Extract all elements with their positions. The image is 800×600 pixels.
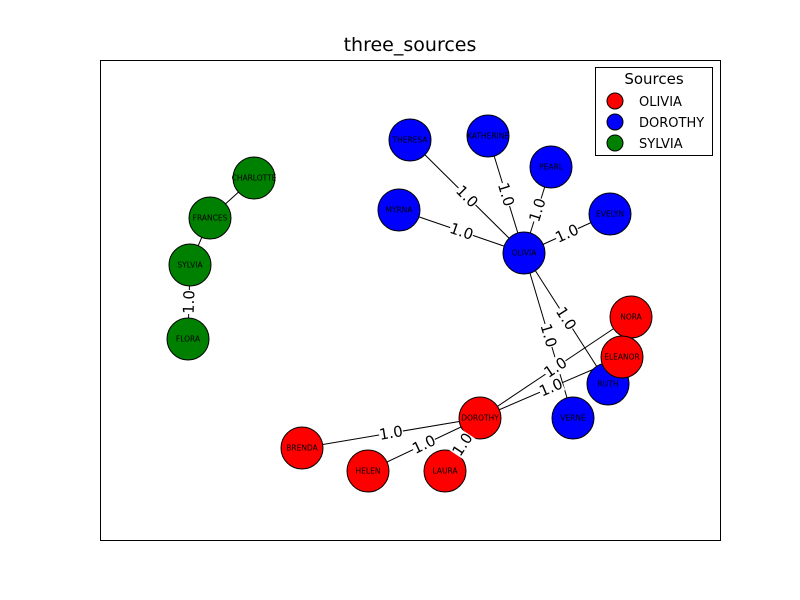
node-pearl: PEARL xyxy=(529,145,573,189)
node-circle xyxy=(600,335,644,379)
node-circle xyxy=(588,192,632,236)
edge-label-background xyxy=(552,303,581,333)
node-label: LAURA xyxy=(432,467,458,476)
edge-label-background xyxy=(448,429,476,459)
legend-marker xyxy=(606,92,624,110)
node-brenda: BRENDA xyxy=(280,426,324,470)
node-circle xyxy=(502,231,546,275)
node-circle xyxy=(458,396,502,440)
node-label: OLIVIA xyxy=(512,249,538,258)
node-label: FLORA xyxy=(176,335,201,344)
node-label: RUTH xyxy=(598,380,619,389)
node-label: MYRNA xyxy=(385,206,413,215)
legend-title: Sources xyxy=(624,70,684,88)
node-sylvia: SYLVIA xyxy=(168,243,212,287)
node-dorothy: DOROTHY xyxy=(458,396,502,440)
node-label: KATHERINE xyxy=(467,132,509,141)
edge-label-background xyxy=(552,220,582,246)
edge-label-myrna-olivia: 1.0 xyxy=(447,219,476,244)
node-label: PEARL xyxy=(539,163,564,172)
node-label: DOROTHY xyxy=(461,414,499,423)
node-label: CHARLOTTE xyxy=(232,174,277,183)
node-eleanor: ELEANOR xyxy=(600,335,644,379)
edge-label-dorothy-brenda: 1.0 xyxy=(377,422,405,444)
node-circle xyxy=(232,156,276,200)
edge-label-text: 1.0 xyxy=(378,422,405,444)
node-charlotte: CHARLOTTE xyxy=(232,156,277,200)
node-label: ELEANOR xyxy=(604,353,640,362)
node-olivia: OLIVIA xyxy=(502,231,546,275)
node-circle xyxy=(168,243,212,287)
edge-label-background xyxy=(537,321,561,350)
nodes-layer: CHARLOTTE FRANCES SYLVIA FLORA THERESA KATHER… xyxy=(166,114,653,493)
legend-entry-olivia: OLIVIA xyxy=(606,92,682,110)
edge-label-sylvia-flora: 1.0 xyxy=(179,289,199,315)
edge-label-background xyxy=(409,431,439,457)
node-circle xyxy=(551,396,595,440)
edge-label-background xyxy=(452,181,482,211)
legend-marker xyxy=(606,134,624,152)
legend-entry-sylvia: SYLVIA xyxy=(606,134,683,152)
legend-entries: OLIVIA DOROTHY SYLVIA xyxy=(606,92,704,152)
edge-label-pearl-olivia: 1.0 xyxy=(525,195,550,224)
node-circle xyxy=(466,114,510,158)
legend-label: SYLVIA xyxy=(639,137,683,152)
node-verne: VERNE xyxy=(551,396,595,440)
node-circle xyxy=(377,188,421,232)
node-evelyn: EVELYN xyxy=(588,192,632,236)
node-circle xyxy=(280,426,324,470)
legend: Sources OLIVIA DOROTHY SYLVIA xyxy=(595,67,713,156)
node-label: HELEN xyxy=(356,467,381,476)
node-label: VERNE xyxy=(560,414,586,423)
node-circle xyxy=(388,118,432,162)
edge-label-background xyxy=(525,195,549,224)
node-laura: LAURA xyxy=(423,449,467,493)
node-label: SYLVIA xyxy=(177,261,203,270)
node-helen: HELEN xyxy=(346,449,390,493)
node-circle xyxy=(188,196,232,240)
node-label: THERESA xyxy=(392,136,429,145)
node-katherine: KATHERINE xyxy=(466,114,510,158)
node-theresa: THERESA xyxy=(388,118,432,162)
edge-label-background xyxy=(536,374,566,400)
edge-label-background xyxy=(377,422,405,443)
edge-label-background xyxy=(447,219,476,243)
node-label: FRANCES xyxy=(193,214,228,223)
chart-title: three_sources xyxy=(343,34,477,56)
node-flora: FLORA xyxy=(166,317,210,361)
legend-entry-dorothy: DOROTHY xyxy=(606,113,704,131)
node-label: BRENDA xyxy=(286,444,318,453)
node-circle xyxy=(423,449,467,493)
edge-label-text: 1.0 xyxy=(180,290,199,314)
node-label: NORA xyxy=(620,313,642,322)
edge-label-background xyxy=(179,289,198,315)
node-circle xyxy=(346,449,390,493)
edge-label-background xyxy=(494,180,519,209)
node-circle xyxy=(529,145,573,189)
node-label: EVELYN xyxy=(596,210,624,219)
node-circle xyxy=(166,317,210,361)
legend-label: OLIVIA xyxy=(639,95,682,110)
legend-label: DOROTHY xyxy=(639,116,704,131)
node-frances: FRANCES xyxy=(188,196,232,240)
node-nora: NORA xyxy=(609,295,653,339)
node-myrna: MYRNA xyxy=(377,188,421,232)
edge-label-background xyxy=(540,353,570,381)
legend-marker xyxy=(606,113,624,131)
